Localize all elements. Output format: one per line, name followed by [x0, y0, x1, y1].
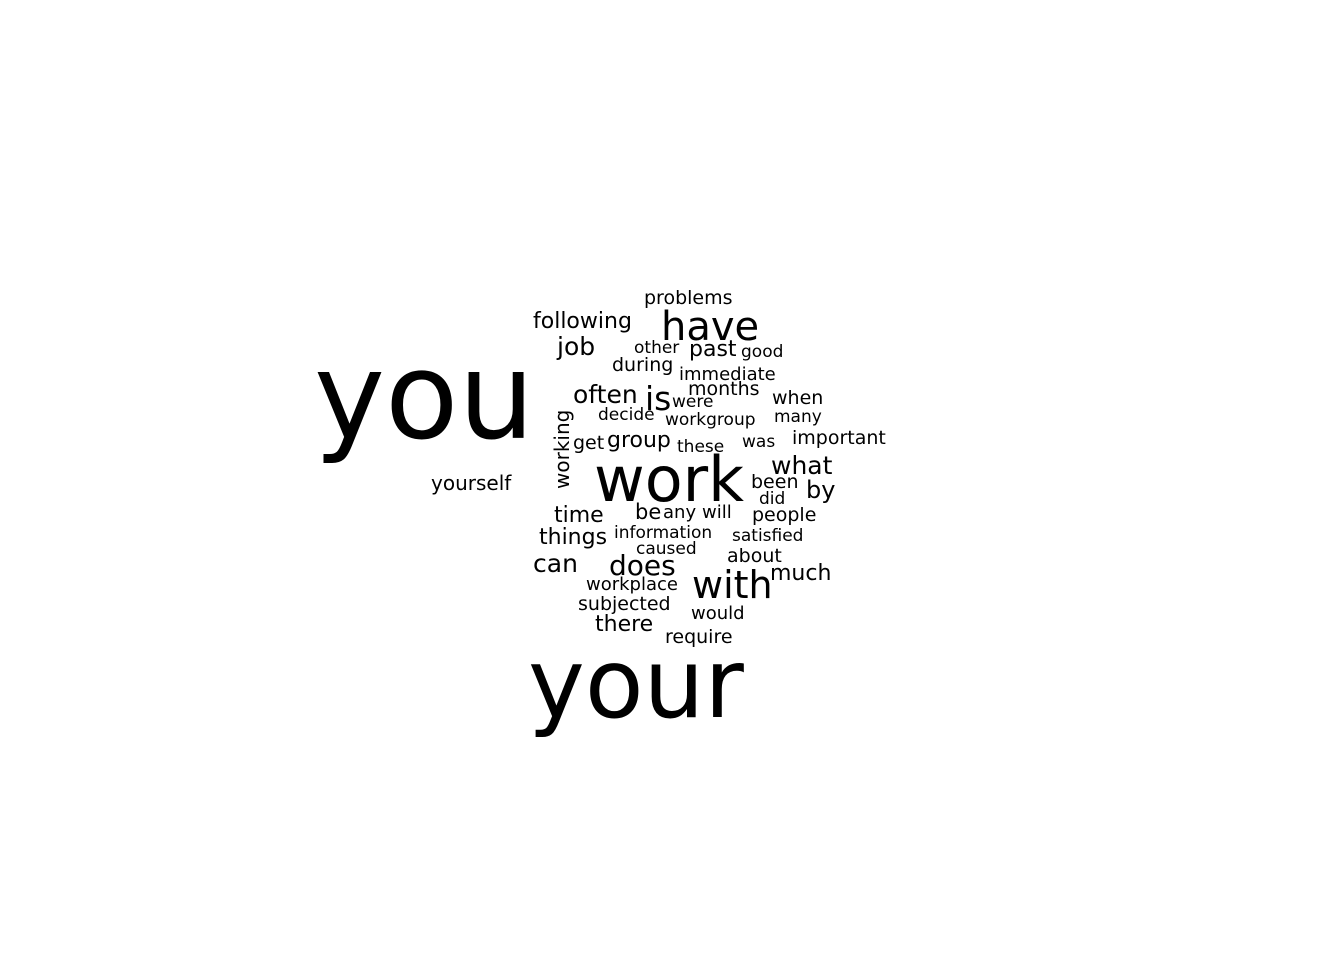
word-is: is	[645, 379, 672, 418]
word-good: good	[741, 342, 784, 362]
word-work: work	[594, 443, 745, 516]
word-there: there	[595, 612, 654, 637]
word-satisfied: satisfied	[732, 526, 804, 546]
word-require: require	[665, 626, 733, 648]
word-workgroup: workgroup	[665, 410, 756, 430]
word-you: you	[314, 328, 535, 467]
word-information: information	[614, 523, 713, 543]
word-other: other	[634, 338, 680, 358]
word-job: job	[557, 332, 596, 361]
word-will: will	[702, 502, 732, 523]
word-months: months	[688, 378, 760, 400]
word-problems: problems	[644, 287, 733, 309]
word-workplace: workplace	[586, 574, 678, 595]
word-was: was	[742, 432, 776, 452]
word-these: these	[677, 437, 725, 457]
word-working: working	[550, 409, 574, 489]
word-things: things	[539, 525, 608, 550]
word-does: does	[609, 549, 676, 582]
word-by: by	[806, 476, 836, 504]
word-any: any	[663, 502, 697, 523]
word-yourself: yourself	[431, 471, 512, 495]
word-caused: caused	[636, 539, 697, 559]
word-time: time	[554, 503, 604, 528]
word-were: were	[672, 392, 714, 412]
word-during: during	[612, 354, 674, 376]
word-group: group	[607, 428, 671, 453]
word-have: have	[661, 304, 760, 350]
word-would: would	[691, 603, 745, 624]
word-when: when	[772, 387, 824, 409]
word-past: past	[689, 337, 737, 362]
word-can: can	[533, 549, 578, 578]
word-much: much	[770, 561, 832, 586]
word-get: get	[573, 432, 605, 454]
word-be: be	[635, 500, 662, 524]
word-subjected: subjected	[578, 593, 671, 615]
word-important: important	[792, 427, 886, 449]
word-often: often	[573, 380, 638, 409]
word-about: about	[727, 545, 782, 567]
word-people: people	[752, 504, 817, 526]
word-following: following	[533, 309, 632, 334]
word-your: your	[528, 628, 744, 740]
word-did: did	[759, 489, 786, 509]
word-been: been	[751, 471, 799, 493]
word-with: with	[692, 563, 773, 607]
word-what: what	[771, 451, 833, 480]
word-immediate: immediate	[679, 364, 776, 385]
word-decide: decide	[598, 405, 655, 425]
word-many: many	[774, 407, 822, 427]
